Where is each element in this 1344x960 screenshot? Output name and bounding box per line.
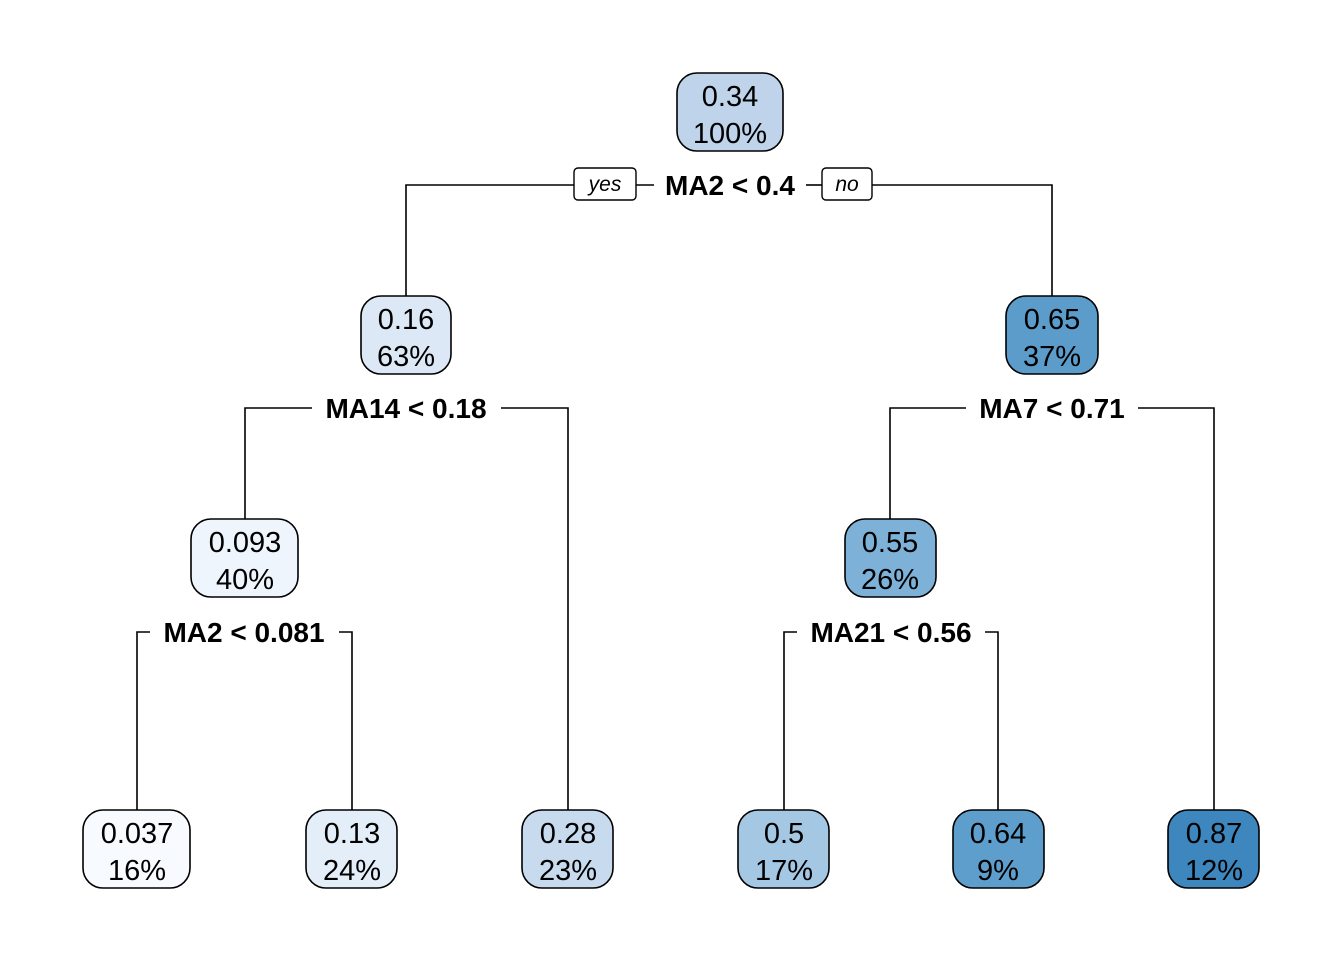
node-n4-value: 0.55 — [862, 527, 918, 559]
edge-n4-left — [783, 631, 797, 810]
node-leaf4-box — [737, 809, 830, 889]
edge-n2-left — [889, 407, 966, 519]
node-leaf3-box — [521, 809, 614, 889]
node-leaf6-value: 0.87 — [1186, 818, 1242, 850]
branch-yes-label: yes — [573, 167, 637, 201]
edge-n4-right — [985, 631, 999, 810]
edge-n1-right — [501, 407, 569, 810]
node-n2-percent: 37% — [1023, 341, 1081, 373]
split-label-n4: MA21 < 0.56 — [810, 617, 971, 648]
node-leaf4: 0.5 17% — [737, 809, 830, 889]
tree-edges — [136, 184, 1215, 810]
node-leaf5-percent: 9% — [977, 855, 1019, 887]
split-label-n1: MA14 < 0.18 — [325, 393, 486, 424]
node-leaf2-box — [305, 809, 398, 889]
node-leaf4-percent: 17% — [755, 855, 813, 887]
split-label-root: MA2 < 0.4 — [665, 170, 795, 201]
node-root: 0.34 100% — [676, 72, 784, 152]
node-leaf6: 0.87 12% — [1167, 809, 1260, 889]
node-leaf2-value: 0.13 — [324, 818, 380, 850]
node-leaf5-box — [952, 809, 1045, 889]
node-n2: 0.65 37% — [1005, 295, 1099, 375]
node-leaf5: 0.64 9% — [952, 809, 1045, 889]
node-n1: 0.16 63% — [360, 295, 452, 375]
node-leaf2: 0.13 24% — [305, 809, 398, 889]
node-leaf5-value: 0.64 — [970, 818, 1026, 850]
node-leaf2-percent: 24% — [323, 855, 381, 887]
node-leaf1-percent: 16% — [108, 855, 166, 887]
split-label-n2: MA7 < 0.71 — [979, 393, 1125, 424]
edge-root-left — [405, 184, 574, 296]
branch-no-text: no — [835, 173, 859, 196]
node-n2-box — [1005, 295, 1099, 375]
split-label-n3: MA2 < 0.081 — [163, 617, 324, 648]
edge-n3-right — [339, 631, 353, 810]
branch-yes-text: yes — [587, 173, 622, 196]
node-n1-box — [360, 295, 452, 375]
node-n4-box — [844, 518, 937, 598]
node-leaf3: 0.28 23% — [521, 809, 614, 889]
node-leaf6-box — [1167, 809, 1260, 889]
edge-n3-left — [136, 631, 150, 810]
node-root-box — [676, 72, 784, 152]
node-n3: 0.093 40% — [190, 518, 299, 598]
node-n3-percent: 40% — [216, 564, 274, 596]
edge-n1-left — [244, 407, 312, 519]
node-n2-value: 0.65 — [1024, 304, 1080, 336]
node-n4-percent: 26% — [861, 564, 919, 596]
edge-root-right — [872, 184, 1053, 296]
node-leaf1-value: 0.037 — [101, 818, 174, 850]
node-root-value: 0.34 — [702, 81, 758, 113]
node-root-percent: 100% — [693, 118, 767, 150]
node-n3-box — [190, 518, 299, 598]
node-leaf3-percent: 23% — [539, 855, 597, 887]
edge-n2-right — [1138, 407, 1215, 810]
node-n1-value: 0.16 — [378, 304, 434, 336]
node-leaf1: 0.037 16% — [82, 809, 191, 889]
node-leaf3-value: 0.28 — [540, 818, 596, 850]
node-leaf1-box — [82, 809, 191, 889]
node-leaf4-value: 0.5 — [764, 818, 804, 850]
node-n3-value: 0.093 — [209, 527, 282, 559]
node-leaf6-percent: 12% — [1185, 855, 1243, 887]
node-n1-percent: 63% — [377, 341, 435, 373]
node-n4: 0.55 26% — [844, 518, 937, 598]
branch-no-label: no — [821, 167, 873, 201]
